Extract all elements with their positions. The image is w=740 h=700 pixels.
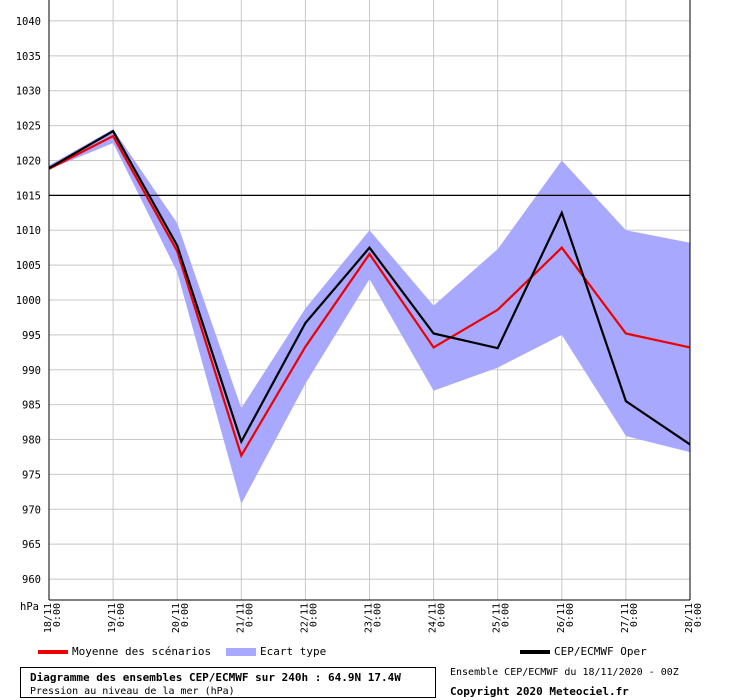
x-tick-label-date: 23/11 xyxy=(364,603,375,633)
legend-item-oper: CEP/ECMWF Oper xyxy=(520,645,647,659)
legend-item-mean: Moyenne des scénarios xyxy=(38,645,211,659)
legend-swatch-mean xyxy=(38,650,68,654)
x-tick-label-date: 28/11 xyxy=(684,603,695,633)
series-line-layer xyxy=(48,129,691,459)
y-tick-label: 1005 xyxy=(16,260,41,272)
legend-item-stddev: Ecart type xyxy=(226,645,326,659)
x-tick-label-time: 0:00 xyxy=(373,603,384,627)
caption-box: Diagramme des ensembles CEP/ECMWF sur 24… xyxy=(20,667,436,698)
y-tick-labels: 960 965 970 975 980 985 990 995 1000 1005 1010 1015… xyxy=(16,16,41,613)
x-tick-label-date: 25/11 xyxy=(492,603,503,633)
x-tick-label-date: 18/11 xyxy=(43,603,54,633)
y-tick-label: 1040 xyxy=(16,16,41,28)
x-tick-label-date: 27/11 xyxy=(620,603,631,633)
legend-label-oper: CEP/ECMWF Oper xyxy=(554,645,647,658)
x-tick-label-time: 0:00 xyxy=(244,603,255,627)
x-tick-label-time: 0:00 xyxy=(693,603,704,627)
x-tick-label-time: 0:00 xyxy=(629,603,640,627)
x-tick-labels: 18/110:00 19/110:00 20/110:00 21/110:00 22/1… xyxy=(43,603,704,633)
y-tick-label: 965 xyxy=(22,539,41,551)
x-tick-label-time: 0:00 xyxy=(501,603,512,627)
x-tick-label-time: 0:00 xyxy=(52,603,63,627)
y-tick-label: 1010 xyxy=(16,225,41,237)
x-tick-label-time: 0:00 xyxy=(308,603,319,627)
y-tick-label: 1015 xyxy=(16,190,41,202)
x-tick-label-date: 26/11 xyxy=(556,603,567,633)
y-tick-label: 995 xyxy=(22,330,41,342)
y-tick-label: 985 xyxy=(22,400,41,412)
x-tick-label-date: 22/11 xyxy=(299,603,310,633)
legend-swatch-oper xyxy=(520,650,550,654)
oper-series-line xyxy=(48,129,691,446)
x-tick-label-time: 0:00 xyxy=(116,603,127,627)
x-tick-label-time: 0:00 xyxy=(565,603,576,627)
x-tick-label-date: 21/11 xyxy=(235,603,246,633)
y-tick-label: 975 xyxy=(22,469,41,481)
caption-title: Diagramme des ensembles CEP/ECMWF sur 24… xyxy=(30,671,401,684)
x-tick-label-date: 20/11 xyxy=(171,603,182,633)
x-tick-label-date: 24/11 xyxy=(428,603,439,633)
y-unit-label: hPa xyxy=(20,601,39,613)
y-tick-label: 960 xyxy=(22,574,41,586)
y-tick-label: 970 xyxy=(22,504,41,516)
caption-subtitle: Pression au niveau de la mer (hPa) xyxy=(30,686,235,697)
y-tick-label: 1035 xyxy=(16,51,41,63)
y-tick-label: 1030 xyxy=(16,86,41,98)
x-tick-label-date: 19/11 xyxy=(107,603,118,633)
legend-label-stddev: Ecart type xyxy=(260,645,327,658)
chart-canvas: 960 965 970 975 980 985 990 995 1000 1005 1010 1015… xyxy=(16,0,704,633)
std-dev-band xyxy=(49,129,690,504)
x-tick-label-time: 0:00 xyxy=(180,603,191,627)
run-info: Ensemble CEP/ECMWF du 18/11/2020 - 00Z xyxy=(450,667,679,678)
x-tick-label-time: 0:00 xyxy=(437,603,448,627)
axis-layer xyxy=(48,0,691,601)
y-tick-label: 1000 xyxy=(16,295,41,307)
y-tick-label: 1020 xyxy=(16,155,41,167)
y-tick-label: 990 xyxy=(22,365,41,377)
copyright: Copyright 2020 Meteociel.fr xyxy=(450,685,629,698)
y-tick-label: 980 xyxy=(22,435,41,447)
legend-label-mean: Moyenne des scénarios xyxy=(72,645,212,658)
legend-swatch-stddev xyxy=(226,648,256,656)
std-dev-band-layer xyxy=(49,129,690,504)
y-tick-label: 1025 xyxy=(16,121,41,133)
